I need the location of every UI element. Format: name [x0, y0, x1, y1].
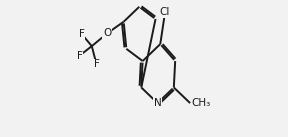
Text: F: F — [94, 59, 99, 69]
Text: O: O — [103, 28, 111, 38]
Text: F: F — [79, 29, 85, 39]
Text: N: N — [154, 98, 162, 108]
Text: CH₃: CH₃ — [192, 98, 211, 108]
Text: Cl: Cl — [159, 7, 170, 17]
Text: F: F — [77, 51, 83, 61]
